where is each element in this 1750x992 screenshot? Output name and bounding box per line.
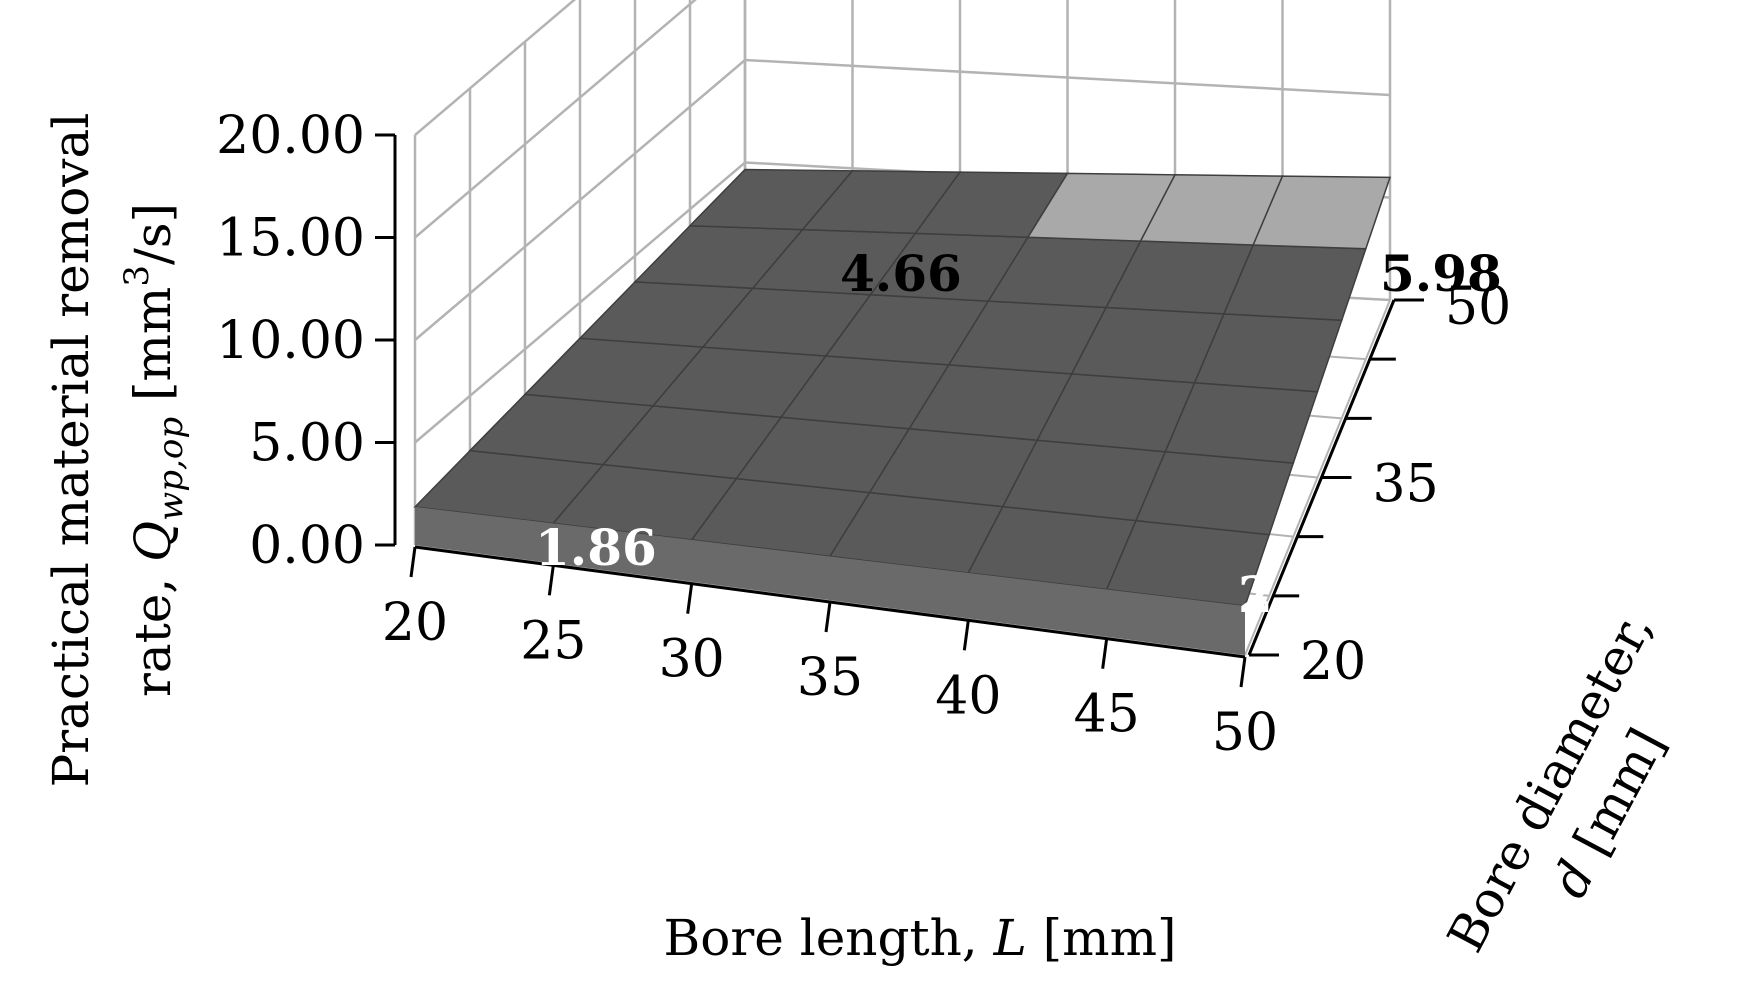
y-tick-label-1: 35 xyxy=(1373,455,1439,515)
surface-cell-5-5 xyxy=(1252,175,1392,250)
x-tick-mark-6 xyxy=(1239,656,1247,688)
corner-label-back-right: 5.98 xyxy=(1380,244,1502,303)
surface-plot xyxy=(413,168,1392,655)
x-tick-label-2: 30 xyxy=(659,630,725,690)
z-tick-label-2: 10.00 xyxy=(216,311,365,371)
x-tick-mark-4 xyxy=(962,620,970,651)
corner-label-front-left: 1.86 xyxy=(535,518,657,577)
tick-labels: 0.00 5.00 10.00 15.00 20.00 20 25 30 35 40 45 50 20 3… xyxy=(216,106,1511,763)
x-axis-title: Bore length, L [mm] xyxy=(663,909,1176,967)
floor-gridline-L-6 xyxy=(1244,299,1391,656)
x-tick-mark-0 xyxy=(409,546,417,578)
x-tick-label-0: 20 xyxy=(382,593,448,653)
svg-text:Practical material removal: Practical material removal xyxy=(42,113,100,788)
z-axis-title-line1: Practical material removal xyxy=(42,113,100,788)
z-axis-title-line2: rate, Qwp,op [mm3/s] xyxy=(117,203,191,697)
z-tick-label-3: 15.00 xyxy=(216,209,365,269)
x-tick-mark-2 xyxy=(686,583,694,614)
x-tick-label-1: 25 xyxy=(520,611,586,671)
z-axis-title: Practical material removal rate, Qwp,op … xyxy=(42,113,191,788)
x-tick-mark-5 xyxy=(1101,638,1109,669)
z-tick-label-4: 20.00 xyxy=(216,106,365,166)
corner-label-front-right: 2.39 xyxy=(1238,565,1360,624)
x-tick-label-3: 35 xyxy=(797,648,863,708)
x-tick-label-6: 50 xyxy=(1212,703,1278,763)
surface-cell-5-1 xyxy=(1134,450,1295,536)
y-axis-title: Bore diameter, d [mm] xyxy=(1436,603,1676,961)
corner-label-back-left: 4.66 xyxy=(840,244,962,303)
x-tick-label-5: 45 xyxy=(1074,685,1140,745)
x-tick-label-4: 40 xyxy=(935,666,1001,726)
y-tick-label-2: 50 xyxy=(1445,277,1511,337)
z-tick-label-1: 5.00 xyxy=(249,414,365,474)
z-tick-label-0: 0.00 xyxy=(249,516,365,576)
y-tick-label-0: 20 xyxy=(1300,632,1366,692)
corner-value-labels: 4.66 5.98 1.86 2.39 xyxy=(535,244,1502,624)
x-tick-mark-1 xyxy=(547,565,555,596)
x-tick-mark-3 xyxy=(824,601,832,633)
surface-front-face xyxy=(415,506,1245,655)
